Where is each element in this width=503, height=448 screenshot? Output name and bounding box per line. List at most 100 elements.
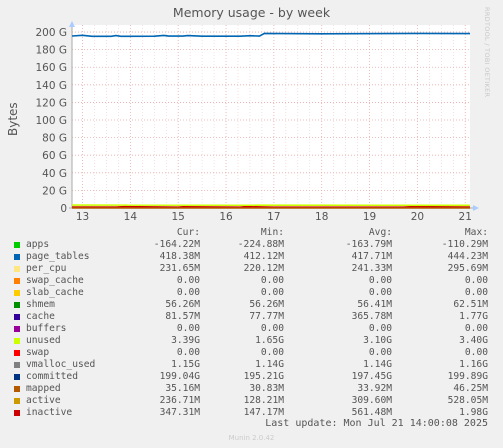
x-tick-label: 13 — [76, 211, 89, 223]
legend-min: 147.17M — [243, 407, 284, 418]
legend-swatch — [14, 374, 20, 380]
legend-cur: 236.71M — [159, 395, 200, 406]
legend-row-slab-cache: slab_cache 0.00 0.00 0.00 0.00 — [14, 287, 494, 299]
legend-header-avg: Avg: — [368, 227, 392, 238]
legend-row-vmalloc-used: vmalloc_used 1.15G 1.14G 1.14G 1.16G — [14, 359, 494, 371]
legend-swatch — [14, 314, 20, 320]
legend-header-min: Min: — [260, 227, 284, 238]
y-tick-label: 120 G — [35, 97, 67, 109]
legend-max: 1.77G — [459, 311, 488, 322]
legend-name: cache — [26, 311, 55, 322]
legend-min: 77.77M — [249, 311, 284, 322]
series-line-inactive — [72, 205, 471, 209]
x-tick-label: 21 — [459, 211, 472, 223]
legend-header-cur: Cur: — [176, 227, 200, 238]
legend-max: 0.00 — [464, 323, 488, 334]
legend-max: 62.51M — [453, 299, 488, 310]
x-tick-label: 20 — [411, 211, 424, 223]
legend-min: 128.21M — [243, 395, 284, 406]
legend-max: 0.00 — [464, 347, 488, 358]
legend-avg: 561.48M — [351, 407, 392, 418]
legend-avg: 0.00 — [368, 275, 392, 286]
legend-cur: 418.38M — [159, 251, 200, 262]
legend-min: 1.14G — [255, 359, 284, 370]
legend-row-active: active 236.71M 128.21M 309.60M 528.05M — [14, 395, 494, 407]
legend-max: 0.00 — [464, 275, 488, 286]
legend-cur: 0.00 — [176, 287, 200, 298]
legend-avg: 1.14G — [363, 359, 392, 370]
legend-row-per-cpu: per_cpu 231.65M 220.12M 241.33M 295.69M — [14, 263, 494, 275]
x-tick-label: 16 — [219, 211, 233, 223]
legend-cur: 347.31M — [159, 407, 200, 418]
legend-swatch — [14, 398, 20, 404]
y-tick-label: 140 G — [35, 80, 67, 92]
legend-cur: 199.04G — [159, 371, 200, 382]
legend-swatch — [14, 266, 20, 272]
legend-name: swap — [26, 347, 50, 358]
y-tick-label: 40 G — [42, 168, 67, 180]
legend-swatch — [14, 338, 20, 344]
legend-min: 1.65G — [255, 335, 284, 346]
legend-name: slab_cache — [26, 287, 84, 298]
legend-min: 30.83M — [249, 383, 284, 394]
legend-max: 528.05M — [447, 395, 488, 406]
x-tick-label: 15 — [172, 211, 185, 223]
legend-avg: 365.78M — [351, 311, 392, 322]
legend-row-page-tables: page_tables 418.38M 412.12M 417.71M 444.23M — [14, 251, 494, 263]
y-axis-arrow — [69, 21, 75, 27]
legend-avg: 56.41M — [357, 299, 392, 310]
legend-cur: 231.65M — [159, 263, 200, 274]
legend-name: buffers — [26, 323, 67, 334]
munin-version: Munin 2.0.42 — [228, 434, 275, 442]
legend-cur: 1.15G — [171, 359, 200, 370]
legend-name: committed — [26, 371, 78, 382]
legend-cur: 35.16M — [165, 383, 200, 394]
legend-row-unused: unused 3.39G 1.65G 3.10G 3.40G — [14, 335, 494, 347]
legend-row-cache: cache 81.57M 77.77M 365.78M 1.77G — [14, 311, 494, 323]
legend-swatch — [14, 362, 20, 368]
legend-name: inactive — [26, 407, 73, 418]
legend-avg: -163.79M — [345, 239, 392, 250]
legend-swatch — [14, 290, 20, 296]
legend-row-apps: apps -164.22M -224.88M -163.79M -110.29M — [14, 239, 494, 251]
legend-max: 1.16G — [459, 359, 488, 370]
legend-name: page_tables — [26, 251, 90, 262]
legend-max: 0.00 — [464, 287, 488, 298]
legend-name: per_cpu — [26, 263, 67, 274]
legend-avg: 309.60M — [351, 395, 392, 406]
legend-avg: 33.92M — [357, 383, 392, 394]
legend-avg: 0.00 — [368, 323, 392, 334]
legend-swatch — [14, 386, 20, 392]
legend-name: apps — [26, 239, 50, 250]
legend-min: 56.26M — [249, 299, 284, 310]
legend-cur: 0.00 — [176, 323, 200, 334]
legend-cur: 0.00 — [176, 275, 200, 286]
series-line-committed — [71, 32, 471, 38]
legend-min: 0.00 — [260, 275, 284, 286]
legend-min: 220.12M — [243, 263, 284, 274]
legend-swatch — [14, 350, 20, 356]
chart-title: Memory usage - by week — [172, 5, 331, 20]
legend-max: 3.40G — [459, 335, 488, 346]
x-tick-label: 19 — [363, 211, 376, 223]
legend-row-committed: committed 199.04G 195.21G 197.45G 199.89G — [14, 371, 494, 383]
legend-min: 0.00 — [260, 347, 284, 358]
legend-swatch — [14, 302, 20, 308]
legend-min: 195.21G — [243, 371, 284, 382]
legend-name: vmalloc_used — [26, 359, 96, 370]
y-tick-label: 20 G — [42, 185, 67, 197]
legend-max: 199.89G — [447, 371, 488, 382]
y-tick-label: 0 — [60, 203, 67, 215]
legend-name: unused — [26, 335, 61, 346]
legend-swatch — [14, 326, 20, 332]
legend-name: shmem — [26, 299, 55, 310]
legend-avg: 241.33M — [351, 263, 392, 274]
legend-max: 1.98G — [459, 407, 488, 418]
legend-header-row: Cur: Min: Avg: Max: — [14, 227, 494, 239]
legend-cur: 81.57M — [165, 311, 200, 322]
legend-swatch — [14, 278, 20, 284]
y-tick-label: 80 G — [42, 133, 67, 145]
legend-swatch — [14, 410, 20, 416]
legend-cur: -164.22M — [153, 239, 200, 250]
